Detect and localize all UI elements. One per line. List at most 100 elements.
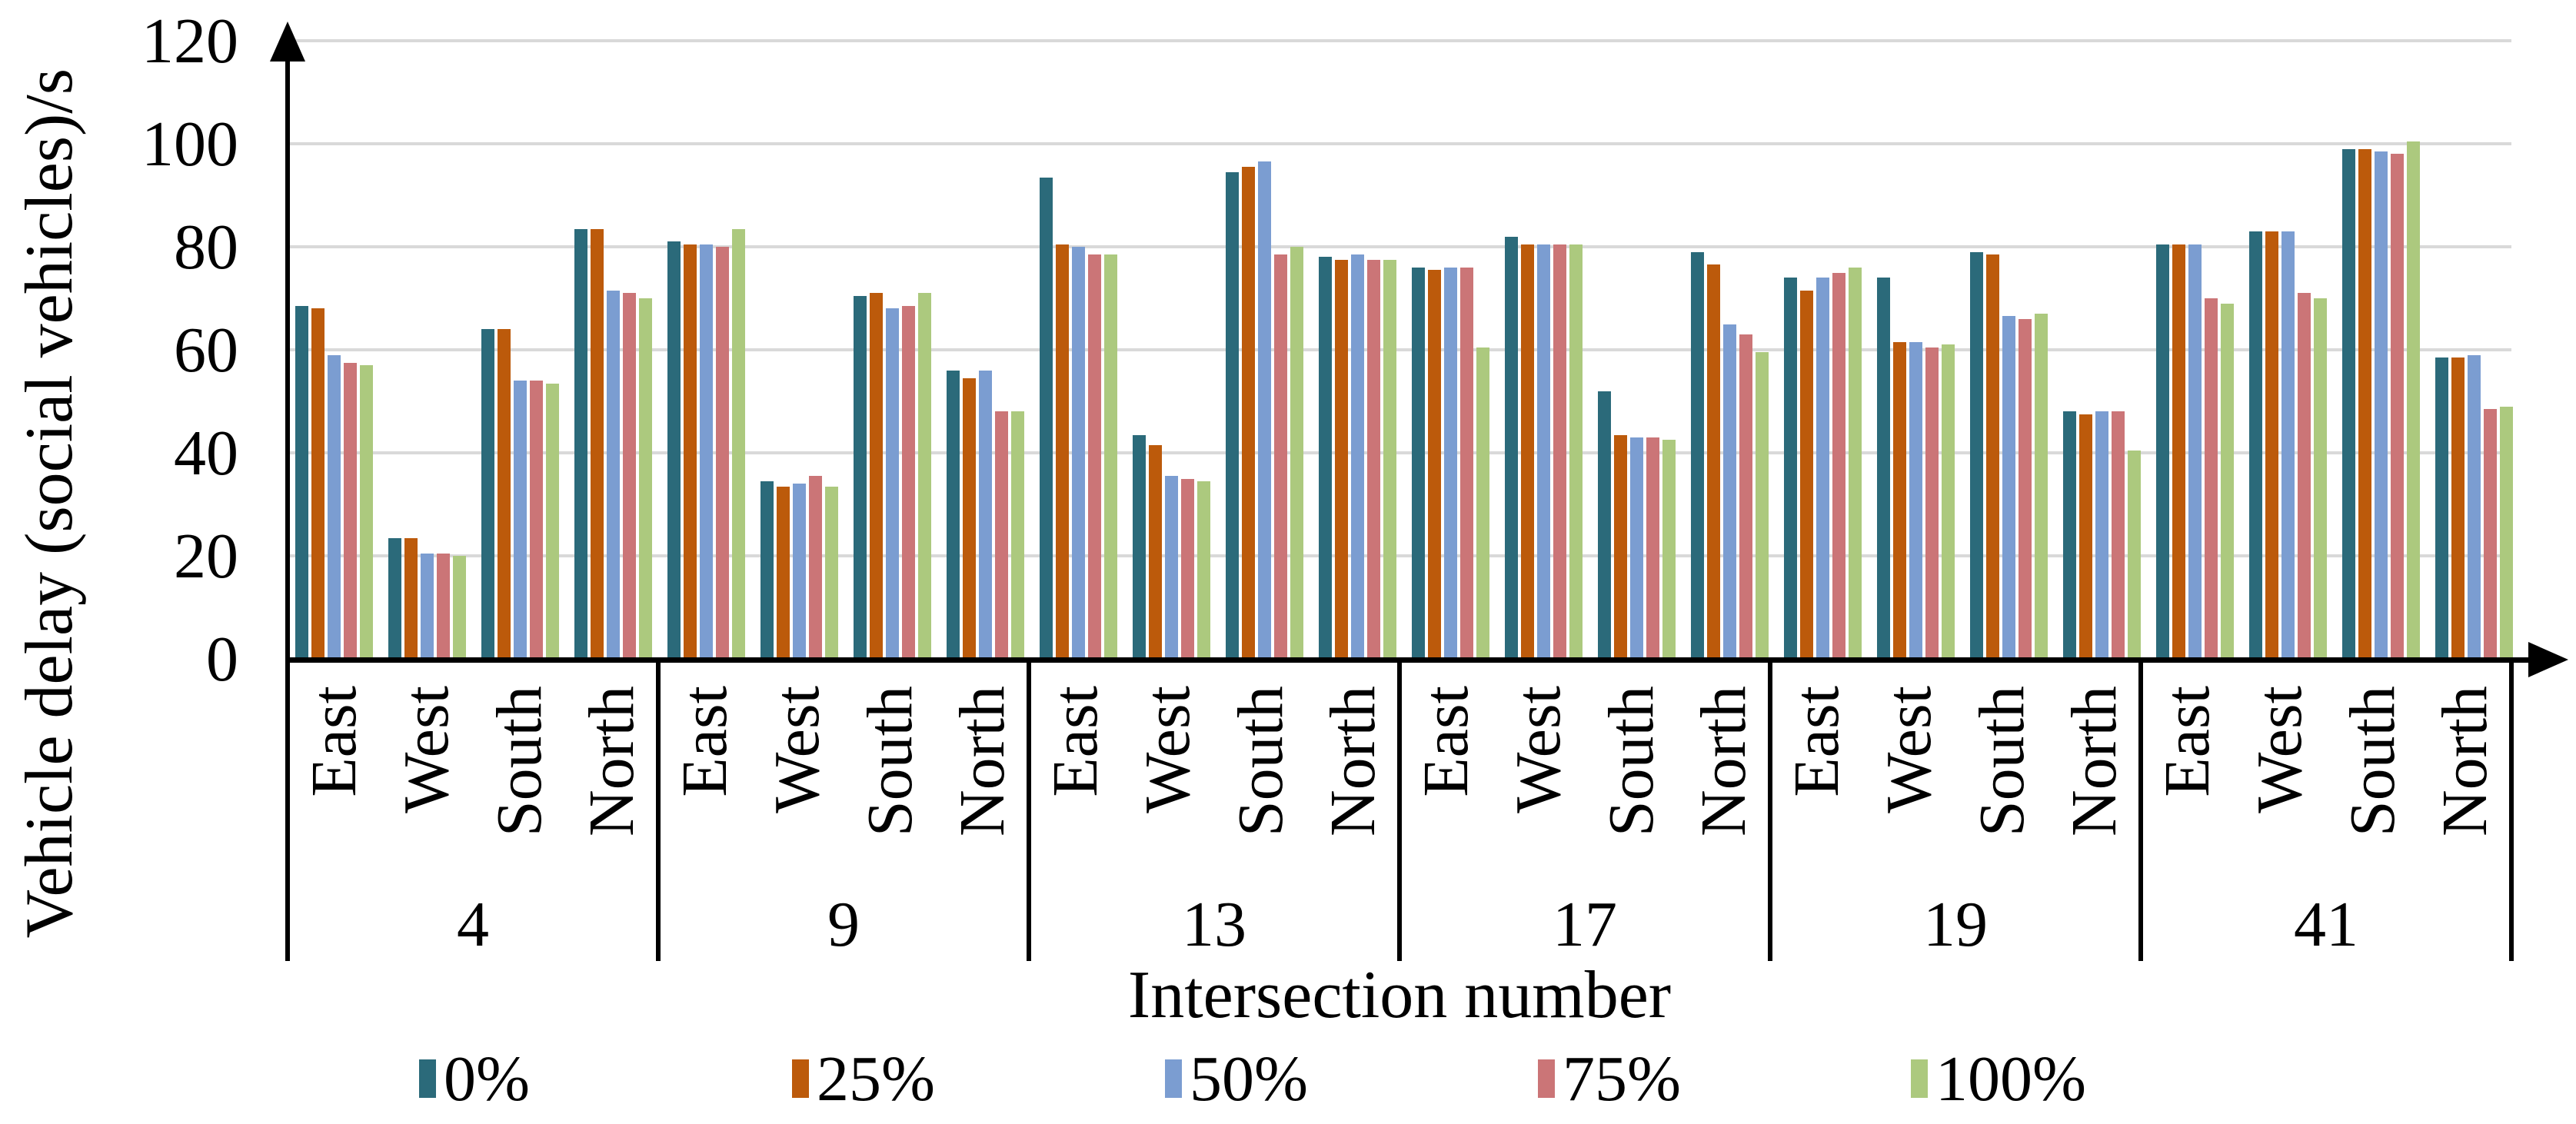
y-axis-line <box>285 58 290 662</box>
bar-41-south-25% <box>2358 148 2371 659</box>
legend-label: 0% <box>444 1043 530 1115</box>
bar-41-east-50% <box>2188 244 2202 659</box>
cluster-4-east <box>288 41 381 659</box>
group-separator-4 <box>1768 663 1772 961</box>
direction-label-17-west: West <box>1503 686 1575 813</box>
y-axis-arrow-icon <box>270 22 305 62</box>
group-separator-2 <box>1027 663 1031 961</box>
bar-series-container <box>288 41 2513 659</box>
legend-label: 25% <box>817 1043 935 1115</box>
bar-13-east-25% <box>1056 244 1069 659</box>
cluster-13-west <box>1125 41 1218 659</box>
bar-17-east-100% <box>1476 347 1489 659</box>
legend-item-50%: 50% <box>1165 1043 1538 1115</box>
x-axis-title-text: Intersection number <box>1127 957 1672 1033</box>
bar-41-east-75% <box>2205 298 2218 659</box>
bar-13-north-0% <box>1319 257 1332 659</box>
gridline-40 <box>288 451 2511 454</box>
cluster-17-south <box>1590 41 1683 659</box>
cluster-9-east <box>660 41 753 659</box>
direction-label-13-east: East <box>1039 686 1111 797</box>
bar-19-south-50% <box>2002 316 2015 659</box>
legend-item-75%: 75% <box>1538 1043 1911 1115</box>
direction-label-cell: South <box>2326 663 2419 893</box>
bar-group-13 <box>1032 41 1404 659</box>
bar-19-north-0% <box>2063 411 2076 659</box>
legend-item-0%: 0% <box>419 1043 792 1115</box>
bar-17-north-75% <box>1739 334 1752 659</box>
bar-19-east-0% <box>1784 278 1797 659</box>
direction-label-9-south: South <box>854 686 926 837</box>
bar-4-south-50% <box>514 381 527 659</box>
direction-label-4-north: North <box>576 686 648 836</box>
legend-swatch-icon <box>1911 1059 1928 1098</box>
legend-swatch-icon <box>419 1059 436 1098</box>
y-tick-label-20: 20 <box>174 520 238 592</box>
bar-9-north-0% <box>947 370 960 659</box>
bar-4-west-0% <box>388 537 401 659</box>
bar-9-north-75% <box>995 411 1008 659</box>
bar-13-south-25% <box>1242 167 1255 659</box>
bar-17-west-75% <box>1553 244 1566 659</box>
bar-19-south-100% <box>2035 314 2048 659</box>
x-axis-title: Intersection number <box>288 958 2511 1033</box>
bar-13-south-100% <box>1290 247 1303 659</box>
bar-group-19 <box>1776 41 2148 659</box>
cluster-41-north <box>2428 41 2521 659</box>
y-tick-label-100: 100 <box>141 108 238 180</box>
y-axis-title-text: Vehicle delay (social vehicles)/s <box>12 68 87 939</box>
direction-label-cell: North <box>2048 663 2142 893</box>
direction-label-cell: North <box>937 663 1030 893</box>
bar-17-south-75% <box>1646 437 1659 659</box>
bar-group-4 <box>288 41 660 659</box>
bar-19-south-75% <box>2019 318 2032 659</box>
bar-17-east-50% <box>1444 267 1457 659</box>
cluster-19-east <box>1776 41 1869 659</box>
direction-label-cell: East <box>288 663 381 893</box>
direction-label-17-north: North <box>1688 686 1760 836</box>
bar-19-north-50% <box>2095 411 2108 659</box>
direction-label-cell: West <box>2234 663 2327 893</box>
x-axis-line <box>285 657 2534 663</box>
bar-group-9 <box>660 41 1032 659</box>
bar-4-north-25% <box>591 228 604 659</box>
cluster-17-west <box>1497 41 1590 659</box>
bar-9-south-100% <box>918 293 931 659</box>
cluster-19-west <box>1869 41 1962 659</box>
bar-41-west-25% <box>2265 231 2278 659</box>
bar-17-north-0% <box>1691 251 1704 659</box>
bar-13-south-50% <box>1258 161 1271 659</box>
direction-label-cell: West <box>1493 663 1586 893</box>
direction-label-cell: West <box>1122 663 1215 893</box>
bar-19-west-100% <box>1942 344 1955 659</box>
bar-4-north-75% <box>623 293 636 659</box>
cluster-4-south <box>474 41 567 659</box>
gridline-120 <box>288 39 2511 42</box>
bar-41-north-100% <box>2500 406 2513 659</box>
bar-13-east-50% <box>1072 247 1085 659</box>
group-separator-0 <box>285 663 290 961</box>
group-separator-5 <box>2138 663 2143 961</box>
y-tick-label-80: 80 <box>174 211 238 283</box>
bar-19-east-75% <box>1832 272 1845 659</box>
direction-label-cell: East <box>2141 663 2234 893</box>
bar-19-east-50% <box>1816 278 1829 659</box>
bar-9-west-100% <box>825 486 838 659</box>
bar-17-west-25% <box>1521 244 1534 659</box>
gridline-100 <box>288 142 2511 145</box>
bar-4-west-25% <box>404 537 418 659</box>
intersection-number-9: 9 <box>827 888 860 960</box>
bar-4-east-25% <box>311 308 324 659</box>
direction-label-41-west: West <box>2244 686 2316 813</box>
cluster-41-south <box>2335 41 2428 659</box>
intersection-number-19: 19 <box>1923 888 1988 960</box>
bar-19-south-0% <box>1970 251 1983 659</box>
direction-label-9-west: West <box>761 686 834 813</box>
bar-17-north-25% <box>1707 264 1720 659</box>
bar-4-west-75% <box>437 553 450 659</box>
legend-label: 50% <box>1190 1043 1308 1115</box>
bar-41-west-50% <box>2281 231 2295 659</box>
direction-label-19-east: East <box>1780 686 1852 797</box>
direction-label-cell: West <box>1863 663 1956 893</box>
bar-41-east-25% <box>2172 244 2185 659</box>
